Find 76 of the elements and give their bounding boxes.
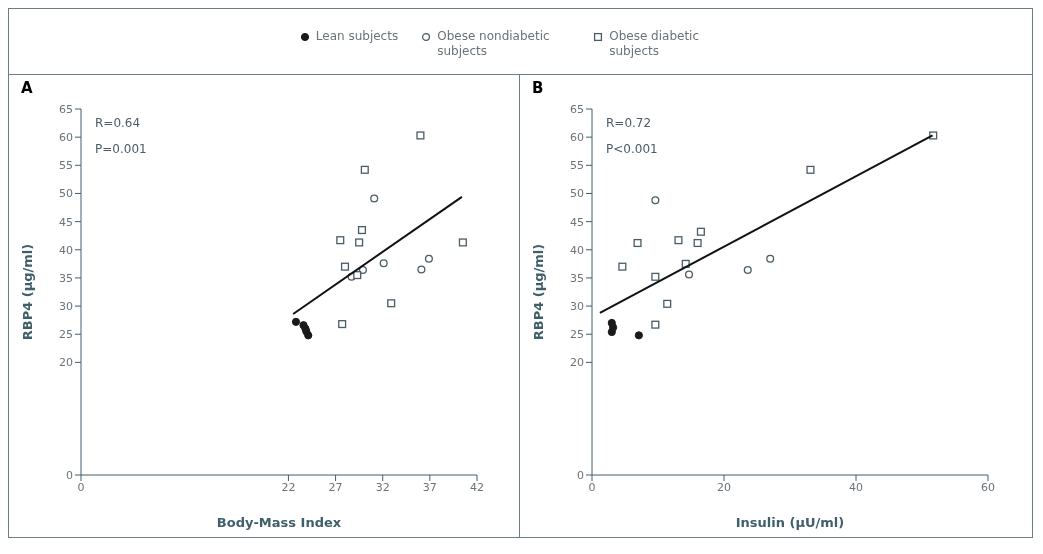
point (336, 236, 345, 245)
y-tick-label: 30 (570, 299, 584, 313)
point (387, 299, 396, 308)
point (360, 165, 369, 174)
y-tick-label: 45 (59, 215, 73, 229)
y-tick-label: 50 (59, 187, 73, 201)
x-tick-label: 60 (981, 480, 995, 494)
y-tick-label: 60 (59, 131, 73, 145)
x-tick-label: 0 (77, 480, 85, 494)
point (416, 131, 425, 140)
point (353, 271, 362, 280)
point (458, 238, 467, 247)
point (696, 227, 705, 236)
y-tick-label: 40 (570, 243, 584, 257)
legend-label: Obese nondiabetic subjects (437, 29, 551, 59)
y-axis-title: RBP4 (μg/ml) (530, 243, 546, 341)
x-tick-label: 0 (588, 480, 596, 494)
y-tick-label: 25 (59, 328, 73, 342)
y-tick-label: 65 (59, 102, 73, 116)
chart-title: B (531, 78, 545, 99)
annotation: R=0.72 (606, 116, 652, 130)
point (806, 165, 815, 174)
y-axis-title: RBP4 (μg/ml) (19, 243, 35, 341)
point (370, 194, 379, 203)
point (607, 327, 616, 337)
point (651, 272, 660, 281)
annotation: P=0.001 (95, 142, 147, 156)
y-tick-label: 0 (577, 468, 584, 482)
y-tick-label: 35 (570, 271, 584, 285)
point (355, 238, 364, 247)
point (693, 238, 702, 248)
point (663, 299, 672, 308)
legend-label: Obese diabetic subjects (609, 29, 701, 59)
point (634, 331, 643, 340)
x-tick-label: 20 (717, 480, 731, 494)
point (291, 317, 301, 326)
x-tick-label: 42 (470, 480, 484, 494)
annotation: P<0.001 (606, 142, 658, 156)
point (618, 262, 627, 271)
point (379, 259, 388, 268)
x-axis-title: Insulin (μU/ml) (735, 515, 845, 530)
y-tick-label: 35 (59, 271, 73, 285)
point (304, 331, 313, 340)
point (684, 270, 694, 279)
y-tick-label: 25 (570, 328, 584, 342)
x-axis-title: Body-Mass Index (216, 515, 342, 530)
y-tick-label: 45 (570, 215, 584, 229)
y-tick-label: 30 (59, 299, 73, 313)
y-tick-label: 55 (59, 159, 73, 173)
point (357, 226, 367, 235)
y-tick-label: 65 (570, 102, 584, 116)
point (424, 254, 433, 263)
point (674, 236, 683, 245)
x-tick-label: 27 (328, 480, 343, 494)
point (338, 320, 347, 329)
y-tick-label: 50 (570, 187, 584, 201)
point (766, 254, 775, 263)
point (651, 196, 660, 205)
x-tick-label: 32 (375, 480, 390, 494)
y-tick-label: 20 (59, 356, 73, 370)
x-tick-label: 37 (422, 480, 437, 494)
point (417, 265, 426, 274)
point (743, 265, 752, 275)
annotation: R=0.64 (95, 116, 141, 130)
y-tick-label: 0 (66, 468, 73, 482)
point (633, 238, 642, 248)
y-tick-label: 20 (570, 356, 584, 370)
y-tick-label: 60 (570, 131, 584, 145)
x-tick-label: 22 (281, 480, 296, 494)
y-tick-label: 40 (59, 243, 73, 257)
x-tick-label: 40 (849, 480, 863, 494)
chart-title: A (20, 78, 34, 99)
legend-label: Lean subjects (315, 29, 399, 44)
point (340, 262, 350, 271)
y-tick-label: 55 (570, 159, 584, 173)
point (651, 320, 660, 329)
